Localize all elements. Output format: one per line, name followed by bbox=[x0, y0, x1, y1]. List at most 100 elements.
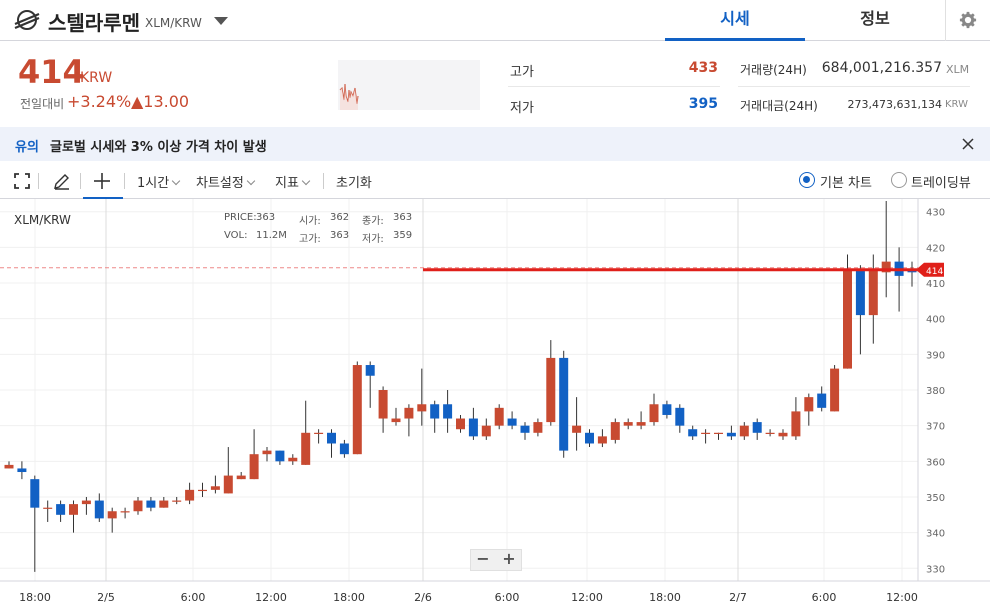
candle-body bbox=[107, 511, 117, 519]
x-tick-label: 2/5 bbox=[97, 591, 115, 604]
candle-body bbox=[649, 404, 659, 423]
ohlc-vol-value: 11.2M bbox=[256, 230, 287, 241]
candlestick-chart[interactable]: 330 340 350 360 370 380 390 400 410 420 430 18:00 2/… bbox=[0, 199, 990, 610]
candle-body bbox=[314, 432, 324, 434]
crosshair-icon[interactable] bbox=[92, 171, 112, 191]
current-price: 414 bbox=[18, 53, 85, 91]
divider bbox=[80, 173, 81, 189]
candle-body bbox=[352, 365, 362, 455]
candle-body bbox=[623, 422, 633, 426]
divider bbox=[124, 173, 125, 189]
high-value: 433 bbox=[688, 60, 718, 76]
coin-pair: XLM/KRW bbox=[145, 16, 202, 30]
change-amount: ▲13.00 bbox=[131, 92, 190, 111]
header: 스텔라루멘 XLM/KRW 시세 정보 bbox=[0, 0, 990, 41]
candle-body bbox=[804, 397, 814, 412]
candle-body bbox=[417, 404, 427, 412]
candle-body bbox=[881, 261, 891, 273]
basic-chart-label[interactable]: 기본 차트 bbox=[820, 176, 872, 191]
tab-info[interactable]: 정보 bbox=[860, 9, 890, 28]
interval-label: 1시간 bbox=[137, 176, 170, 191]
candle-body bbox=[391, 418, 401, 423]
candle-body bbox=[546, 357, 556, 423]
candle-body bbox=[17, 468, 27, 473]
candle-body bbox=[30, 479, 40, 508]
candle-body bbox=[146, 500, 156, 508]
chart-canvas[interactable]: 330 340 350 360 370 380 390 400 410 420 430 18:00 2/… bbox=[0, 199, 990, 610]
y-tick-label: 340 bbox=[926, 529, 945, 540]
basic-chart-radio[interactable] bbox=[799, 172, 815, 188]
zoom-out-button[interactable]: − bbox=[476, 549, 490, 568]
gear-icon bbox=[959, 11, 977, 29]
candle-body bbox=[404, 407, 414, 419]
candle-body bbox=[339, 443, 349, 455]
interval-select[interactable]: 1시간 bbox=[137, 172, 181, 191]
candle-body bbox=[159, 500, 169, 508]
candle-body bbox=[198, 489, 207, 492]
candle-body bbox=[572, 425, 582, 433]
turnover-value: 273,473,631,134 bbox=[847, 98, 942, 111]
tradingview-radio[interactable] bbox=[891, 172, 907, 188]
chevron-down-icon bbox=[246, 176, 256, 186]
ohlc-price-label: PRICE: bbox=[224, 212, 257, 223]
stellar-logo-icon bbox=[14, 10, 40, 30]
candle-body bbox=[636, 422, 646, 426]
coin-dropdown-icon[interactable] bbox=[214, 17, 228, 25]
candle-body bbox=[494, 407, 504, 426]
indicators-menu[interactable]: 지표 bbox=[275, 172, 311, 191]
y-tick-label: 360 bbox=[926, 457, 945, 468]
candle-body bbox=[481, 425, 491, 437]
candle-body bbox=[262, 450, 272, 455]
y-tick-label: 420 bbox=[926, 243, 945, 254]
candle-body bbox=[288, 457, 298, 462]
candle-body bbox=[791, 411, 801, 437]
candle-body bbox=[81, 500, 91, 505]
candle-body bbox=[468, 418, 478, 437]
reset-button[interactable]: 초기화 bbox=[336, 176, 372, 191]
tab-price[interactable]: 시세 bbox=[665, 0, 805, 41]
candle-body bbox=[301, 432, 311, 465]
ohlc-low-label: 저가: bbox=[362, 234, 384, 245]
current-price-tag-label: 414 bbox=[926, 267, 943, 277]
sparkline-chart bbox=[338, 60, 480, 110]
candle-body bbox=[520, 425, 530, 433]
settings-button[interactable] bbox=[945, 0, 990, 41]
y-tick-label: 380 bbox=[926, 386, 945, 397]
low-label: 저가 bbox=[510, 101, 534, 116]
candle-body bbox=[43, 507, 53, 509]
ohlc-open-value: 362 bbox=[330, 212, 350, 223]
volume-label: 거래량(24H) bbox=[740, 63, 807, 77]
candle-body bbox=[675, 407, 685, 426]
chart-pair-label: XLM/KRW bbox=[14, 213, 71, 227]
x-tick-label: 2/6 bbox=[414, 591, 432, 604]
y-tick-label: 350 bbox=[926, 493, 945, 504]
fullscreen-icon[interactable] bbox=[12, 171, 32, 191]
x-tick-label: 12:00 bbox=[571, 591, 603, 604]
close-icon[interactable] bbox=[960, 136, 976, 152]
zoom-in-button[interactable]: + bbox=[502, 549, 516, 568]
pencil-icon[interactable] bbox=[52, 171, 72, 191]
x-tick-label: 6:00 bbox=[812, 591, 837, 604]
candle-body bbox=[662, 404, 672, 415]
x-tick-label: 12:00 bbox=[255, 591, 287, 604]
notice-banner: 유의 글로벌 시세와 3% 이상 가격 차이 발생 bbox=[0, 127, 990, 161]
candle-body bbox=[223, 475, 233, 494]
y-tick-label: 400 bbox=[926, 315, 945, 326]
candle-body bbox=[133, 500, 143, 512]
candle-body bbox=[701, 432, 711, 434]
tradingview-label[interactable]: 트레이딩뷰 bbox=[911, 176, 971, 191]
chevron-down-icon bbox=[171, 176, 181, 186]
x-tick-label: 6:00 bbox=[181, 591, 206, 604]
candle-body bbox=[855, 268, 865, 316]
candle-body bbox=[456, 418, 465, 430]
candle-body bbox=[120, 511, 130, 513]
price-summary: 414 KRW 전일대비 +3.24% ▲13.00 고가 433 저가 395… bbox=[0, 41, 990, 127]
candle-body bbox=[443, 404, 453, 419]
candle-body bbox=[610, 422, 620, 440]
change-rate: +3.24% bbox=[67, 92, 132, 111]
candle-body bbox=[830, 368, 840, 412]
chart-settings-label: 차트설정 bbox=[196, 176, 244, 191]
notice-text: 글로벌 시세와 3% 이상 가격 차이 발생 bbox=[50, 140, 267, 155]
turnover-label: 거래대금(24H) bbox=[740, 99, 818, 113]
chart-settings-menu[interactable]: 차트설정 bbox=[196, 172, 256, 191]
